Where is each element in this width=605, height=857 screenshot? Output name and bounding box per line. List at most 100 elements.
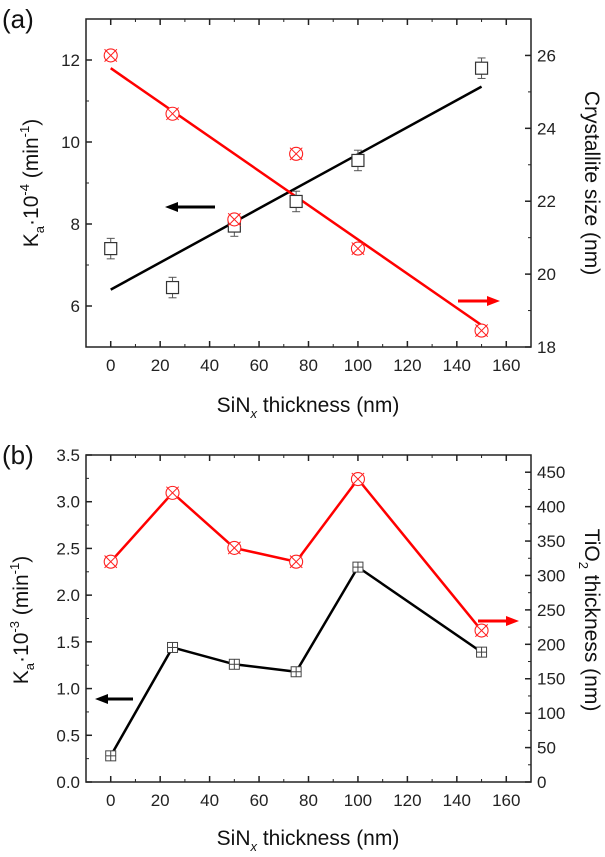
y-left-tick-label: 3.5 (56, 446, 80, 465)
data-point (352, 561, 364, 573)
marker-x-2 (227, 541, 241, 555)
y-right-tick-label: 20 (537, 265, 556, 284)
square-marker (104, 242, 118, 256)
x-tick-label: 100 (344, 356, 372, 375)
data-point (167, 641, 179, 653)
fit-line-ka (110, 85, 483, 291)
marker-x-2 (227, 212, 241, 226)
data-point (289, 554, 304, 569)
y-right-tick-label: 350 (537, 532, 565, 551)
panel-b-label: (b) (2, 440, 34, 470)
y-right-tick-label: 0 (537, 773, 546, 792)
square-marker (165, 280, 180, 295)
panel-a-y-left-axis-title: Ka·10-4 (min-1) (17, 119, 47, 247)
x-tick-label: 60 (250, 356, 269, 375)
x-tick-label: 0 (106, 791, 115, 810)
panel-a-x-axis-title: SiNx thickness (nm) (217, 394, 400, 421)
panel-a: (a) 0 20 40 60 80 100 120 140 160 6 8 10 12 18 20 22 24 2… (2, 4, 603, 421)
y-right-tick-label: 300 (537, 566, 565, 585)
arrow-head-right (487, 296, 500, 306)
data-point (350, 241, 365, 256)
y-left-tick-label: 6 (71, 297, 80, 316)
panel-a-ticks: 0 20 40 60 80 100 120 140 160 6 8 10 12 18 20 22 24 26 (61, 18, 556, 375)
y-left-tick-label: 2.0 (56, 586, 80, 605)
data-point (165, 485, 180, 500)
square-marker (474, 61, 489, 75)
y-right-tick-label: 200 (537, 635, 565, 654)
x-tick-label: 160 (492, 356, 520, 375)
line-ka (109, 565, 483, 757)
y-left-tick-label: 10 (61, 133, 80, 152)
data-point (290, 666, 302, 678)
x-tick-label: 20 (151, 791, 170, 810)
panel-a-y-right-axis-title: Crystallite size (nm) (580, 91, 603, 275)
arrow-head-left (95, 694, 108, 704)
y-left-tick-label: 0.0 (56, 773, 80, 792)
panel-a-plot-frame (85, 18, 532, 348)
data-point (165, 276, 180, 299)
y-left-tick-label: 1.0 (56, 680, 80, 699)
data-point (289, 190, 303, 213)
data-point (227, 540, 242, 555)
data-point (105, 750, 117, 762)
y-right-tick-label: 400 (537, 498, 565, 517)
arrow-head-right (506, 616, 519, 626)
x-tick-label: 160 (492, 791, 520, 810)
panel-b-ticks: 0 20 40 60 80 100 120 140 160 0.0 0.5 1.0 1.5 2.0 2.5 3… (56, 446, 565, 810)
y-left-tick-label: 12 (61, 51, 80, 70)
y-right-tick-label: 250 (537, 601, 565, 620)
x-tick-label: 100 (344, 791, 372, 810)
y-right-tick-label: 150 (537, 670, 565, 689)
data-point (103, 48, 118, 63)
line-right (109, 477, 483, 632)
x-tick-label: 60 (250, 791, 269, 810)
square-marker (351, 153, 365, 168)
y-right-tick-label: 450 (537, 463, 565, 482)
x-tick-label: 80 (299, 356, 318, 375)
x-tick-label: 40 (200, 356, 219, 375)
data-point (351, 149, 365, 172)
panel-b: (b) 0 20 40 60 80 100 120 140 160 0.0 0.5 1.0 1.5 2.0… (2, 440, 603, 854)
x-tick-label: 140 (443, 791, 471, 810)
data-point (227, 212, 242, 227)
panel-a-arrows (165, 202, 500, 306)
marker-x-2 (165, 107, 180, 121)
y-left-tick-label: 1.5 (56, 633, 80, 652)
marker-x-2 (104, 555, 118, 569)
marker-x-2 (289, 555, 303, 569)
marker-x-2 (351, 472, 365, 486)
data-point (476, 646, 488, 658)
data-point (474, 57, 489, 79)
y-right-tick-label: 22 (537, 192, 556, 211)
data-point (289, 146, 304, 161)
y-left-tick-label: 2.5 (56, 539, 80, 558)
data-point (104, 237, 118, 260)
data-point (165, 106, 180, 121)
y-left-tick-label: 0.5 (56, 726, 80, 745)
y-right-tick-label: 18 (537, 338, 556, 357)
panel-b-x-axis-title: SiNx thickness (nm) (217, 827, 400, 854)
y-right-tick-label: 24 (537, 119, 556, 138)
panel-b-y-left-axis-title: Ka·10-3 (min-1) (7, 556, 37, 684)
y-right-tick-label: 26 (537, 46, 556, 65)
panel-a-label: (a) (2, 4, 34, 34)
x-tick-label: 40 (200, 791, 219, 810)
square-marker (289, 194, 303, 209)
panel-b-y-right-axis-title: TiO2 thickness (nm) (576, 529, 603, 712)
panel-b-plot-frame (85, 454, 532, 783)
panel-b-markers (103, 472, 489, 762)
marker-x-2 (475, 624, 489, 638)
y-right-tick-label: 50 (537, 739, 556, 758)
y-right-tick-label: 100 (537, 704, 565, 723)
x-tick-label: 120 (393, 356, 421, 375)
y-left-tick-label: 3.0 (56, 493, 80, 512)
x-tick-label: 120 (393, 791, 421, 810)
marker-x-2 (165, 486, 180, 500)
data-point (474, 623, 489, 638)
panel-b-lines (109, 477, 483, 757)
data-point (228, 658, 240, 670)
marker-x-2 (289, 147, 303, 161)
marker-x-2 (104, 48, 118, 62)
panel-b-arrows (95, 616, 519, 704)
arrow-head-left (165, 202, 178, 212)
